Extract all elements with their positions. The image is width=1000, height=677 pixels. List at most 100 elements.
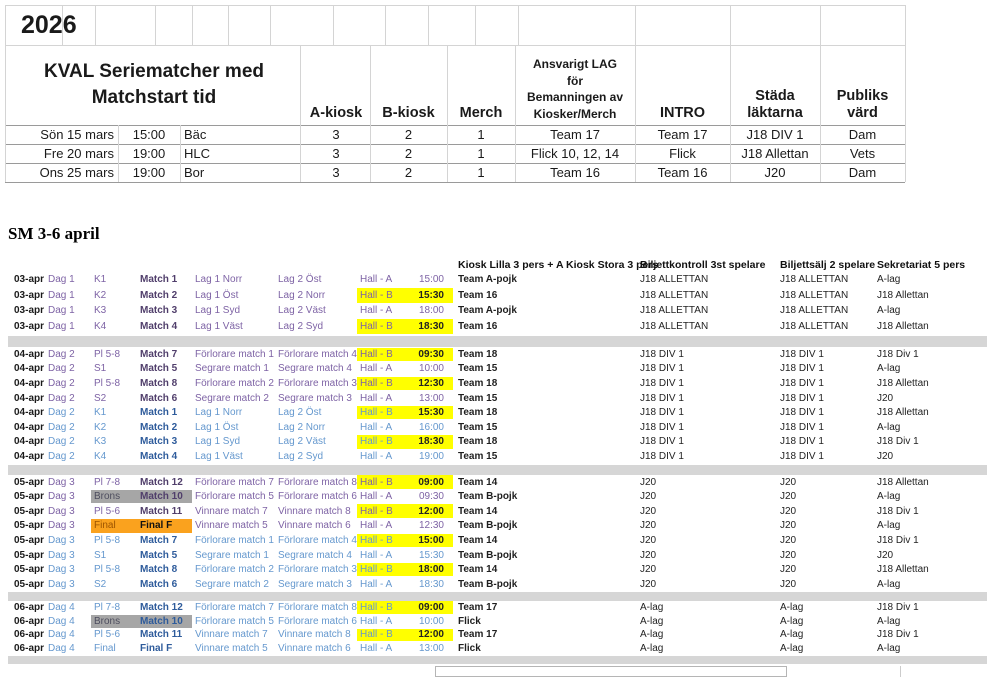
column-header-stada[interactable]: Städa läktarna bbox=[730, 45, 820, 125]
cell-day[interactable]: Dag 3 bbox=[48, 476, 75, 488]
cell-date[interactable]: 05-apr bbox=[13, 534, 44, 546]
cell-team2[interactable]: Vinnare match 8 bbox=[278, 629, 351, 641]
cell-match[interactable]: Match 4 bbox=[140, 320, 178, 332]
cell-time[interactable]: 18:30 bbox=[418, 578, 444, 590]
cell-venue[interactable]: HLC bbox=[184, 146, 211, 161]
cell-match[interactable]: Match 5 bbox=[140, 549, 178, 561]
cell-bs[interactable]: J20 bbox=[780, 578, 797, 590]
cell-match[interactable]: Match 7 bbox=[140, 348, 178, 360]
cell-bk[interactable]: J20 bbox=[640, 491, 657, 503]
cell-date[interactable]: 05-apr bbox=[13, 578, 44, 590]
cell-day[interactable]: Dag 3 bbox=[48, 505, 75, 517]
cell-kiosk[interactable]: Team 18 bbox=[458, 436, 498, 448]
cell-day[interactable]: Dag 3 bbox=[48, 534, 75, 546]
cell-date[interactable]: 04-apr bbox=[13, 377, 44, 389]
cell-sek[interactable]: J18 Allettan bbox=[877, 377, 929, 389]
cell-date[interactable]: 04-apr bbox=[13, 407, 44, 419]
cell-publik[interactable]: Dam bbox=[848, 165, 877, 180]
cell-team1[interactable]: Vinnare match 7 bbox=[195, 629, 268, 641]
cell-code[interactable]: Pl 5-6 bbox=[94, 629, 121, 641]
cell-kiosk[interactable]: Team 18 bbox=[458, 348, 498, 360]
cell-hall[interactable]: Hall - B bbox=[360, 505, 393, 517]
cell-day[interactable]: Dag 4 bbox=[48, 601, 75, 613]
cell-team1[interactable]: Förlorare match 1 bbox=[195, 348, 274, 360]
cell-bs[interactable]: J18 DIV 1 bbox=[780, 392, 824, 404]
cell-bk[interactable]: J18 DIV 1 bbox=[640, 421, 684, 433]
cell-kiosk[interactable]: Team 14 bbox=[458, 505, 498, 517]
cell-hall[interactable]: Hall - A bbox=[360, 549, 393, 561]
cell-merch[interactable]: 1 bbox=[477, 165, 485, 180]
cell-bs[interactable]: J20 bbox=[780, 534, 797, 546]
cell-match[interactable]: Match 10 bbox=[140, 615, 183, 627]
cell-day[interactable]: Dag 3 bbox=[48, 549, 75, 561]
cell-time[interactable]: 19:00 bbox=[418, 450, 444, 462]
column-header-publik[interactable]: Publiks värd bbox=[820, 45, 905, 125]
cell-bs[interactable]: J18 DIV 1 bbox=[780, 421, 824, 433]
cell-bs[interactable]: J20 bbox=[780, 564, 797, 576]
sm-header-kiosk[interactable]: Kiosk Lilla 3 pers + A Kiosk Stora 3 per… bbox=[458, 259, 659, 271]
cell-day[interactable]: Dag 1 bbox=[48, 320, 75, 332]
column-header-a_kiosk[interactable]: A-kiosk bbox=[302, 45, 370, 125]
cell-date[interactable]: 04-apr bbox=[13, 392, 44, 404]
cell-team1[interactable]: Segrare match 2 bbox=[195, 392, 269, 404]
cell-match[interactable]: Match 2 bbox=[140, 289, 178, 301]
cell-kiosk[interactable]: Team B-pojk bbox=[458, 549, 518, 561]
cell-kiosk[interactable]: Team B-pojk bbox=[458, 578, 518, 590]
cell-hall[interactable]: Hall - B bbox=[360, 320, 393, 332]
cell-team1[interactable]: Lag 1 Norr bbox=[195, 407, 243, 419]
cell-team2[interactable]: Vinnare match 6 bbox=[278, 643, 351, 655]
cell-time[interactable]: 12:00 bbox=[418, 505, 444, 517]
cell-sek[interactable]: A-lag bbox=[877, 305, 901, 317]
cell-bk[interactable]: J20 bbox=[640, 476, 657, 488]
cell-bk[interactable]: J18 DIV 1 bbox=[640, 436, 684, 448]
cell-kiosk[interactable]: Flick bbox=[458, 615, 481, 627]
cell-team1[interactable]: Vinnare match 5 bbox=[195, 520, 268, 532]
cell-sek[interactable]: A-lag bbox=[877, 578, 901, 590]
cell-match-time[interactable]: 15:00 bbox=[132, 127, 166, 142]
cell-bk[interactable]: J18 DIV 1 bbox=[640, 392, 684, 404]
cell-b_kiosk[interactable]: 2 bbox=[404, 127, 413, 142]
cell-code[interactable]: Pl 5-8 bbox=[94, 348, 121, 360]
cell-team2[interactable]: Förlorare match 3 bbox=[278, 564, 357, 576]
cell-team2[interactable]: Lag 2 Norr bbox=[278, 421, 326, 433]
cell-kiosk[interactable]: Team 18 bbox=[458, 377, 498, 389]
cell-sek[interactable]: A-lag bbox=[877, 491, 901, 503]
cell-date[interactable]: 06-apr bbox=[13, 629, 44, 641]
cell-code[interactable]: Brons bbox=[94, 491, 121, 503]
cell-time[interactable]: 12:30 bbox=[418, 377, 444, 389]
cell-kiosk[interactable]: Team 14 bbox=[458, 564, 498, 576]
cell-date[interactable]: 04-apr bbox=[13, 363, 44, 375]
cell-sek[interactable]: J18 Allettan bbox=[877, 407, 929, 419]
cell-match[interactable]: Match 8 bbox=[140, 377, 178, 389]
cell-day[interactable]: Dag 4 bbox=[48, 629, 75, 641]
cell-team2[interactable]: Lag 2 Syd bbox=[278, 320, 324, 332]
cell-time[interactable]: 18:00 bbox=[418, 305, 444, 317]
cell-date[interactable]: 06-apr bbox=[13, 615, 44, 627]
cell-bk[interactable]: J18 DIV 1 bbox=[640, 348, 684, 360]
cell-code[interactable]: Pl 7-8 bbox=[94, 476, 121, 488]
sm-header-biljettsalj[interactable]: Biljettsälj 2 spelare bbox=[780, 259, 876, 271]
cell-day[interactable]: Dag 4 bbox=[48, 643, 75, 655]
cell-match[interactable]: Match 6 bbox=[140, 392, 178, 404]
cell-match[interactable]: Match 3 bbox=[140, 436, 178, 448]
cell-date[interactable]: 06-apr bbox=[13, 601, 44, 613]
cell-sek[interactable]: J18 Div 1 bbox=[877, 601, 919, 613]
cell-day[interactable]: Dag 2 bbox=[48, 450, 75, 462]
cell-time[interactable]: 15:30 bbox=[418, 407, 444, 419]
cell-bk[interactable]: J18 ALLETTAN bbox=[640, 305, 709, 317]
cell-kiosk[interactable]: Team 17 bbox=[458, 601, 498, 613]
cell-code[interactable]: K1 bbox=[94, 407, 107, 419]
cell-day[interactable]: Dag 2 bbox=[48, 436, 75, 448]
cell-code[interactable]: Brons bbox=[94, 615, 121, 627]
cell-team2[interactable]: Förlorare match 6 bbox=[278, 491, 357, 503]
sm-header-biljettkontroll[interactable]: Biljettkontroll 3st spelare bbox=[640, 259, 766, 271]
cell-bs[interactable]: J18 DIV 1 bbox=[780, 363, 824, 375]
cell-sek[interactable]: J20 bbox=[877, 450, 894, 462]
cell-match[interactable]: Match 12 bbox=[140, 476, 183, 488]
column-header-intro[interactable]: INTRO bbox=[635, 45, 730, 125]
kval-title-cell[interactable]: KVAL Seriematcher med Matchstart tid bbox=[8, 45, 300, 125]
cell-ansvarigt[interactable]: Flick 10, 12, 14 bbox=[530, 146, 620, 161]
cell-code[interactable]: K4 bbox=[94, 320, 107, 332]
cell-b_kiosk[interactable]: 2 bbox=[404, 146, 413, 161]
cell-sek[interactable]: A-lag bbox=[877, 520, 901, 532]
